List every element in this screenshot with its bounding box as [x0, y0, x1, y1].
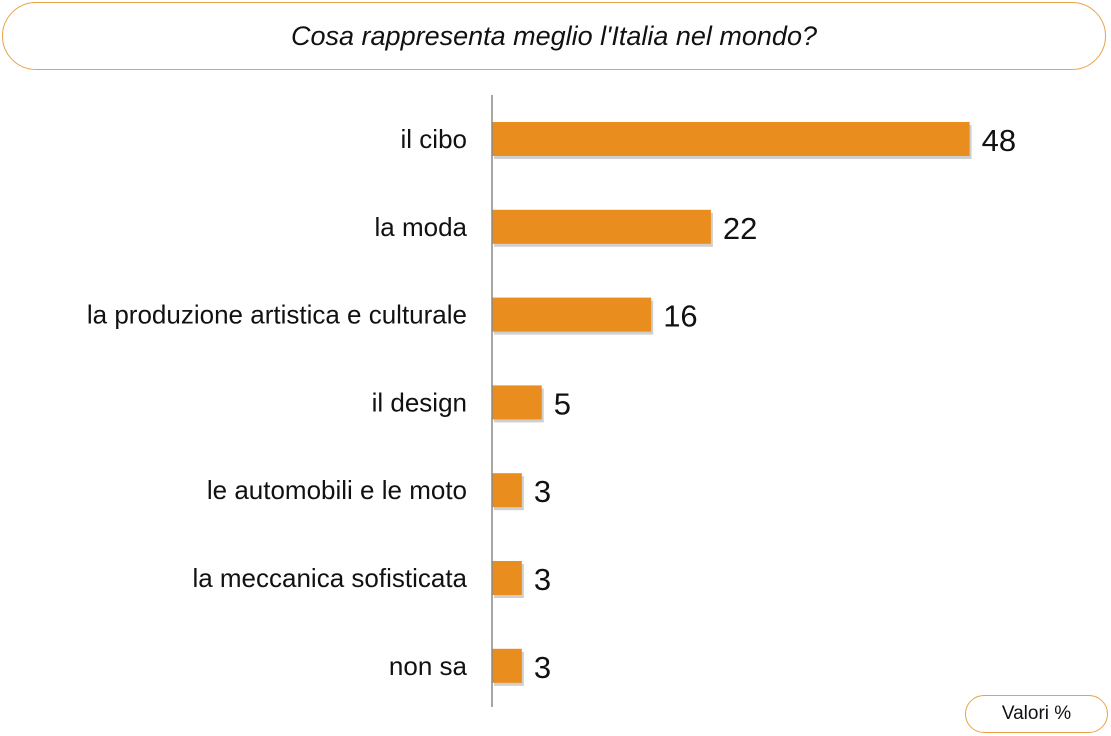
units-label: Valori %	[1001, 703, 1072, 724]
data-label: 3	[534, 562, 551, 597]
data-label: 22	[723, 211, 757, 246]
units-badge: Valori %	[965, 695, 1108, 733]
category-label: la moda	[375, 212, 468, 242]
bar	[492, 473, 522, 508]
category-label: la meccanica sofisticata	[192, 563, 467, 593]
data-label: 5	[554, 386, 571, 421]
chart-title: Cosa rappresenta meglio l'Italia nel mon…	[291, 20, 817, 51]
bar	[492, 297, 652, 332]
bar	[492, 648, 522, 683]
data-label: 16	[663, 299, 697, 334]
data-label: 3	[534, 650, 551, 685]
category-label: le automobili e le moto	[207, 475, 467, 505]
data-label: 48	[982, 123, 1016, 158]
category-label: il design	[372, 387, 467, 417]
bar	[492, 122, 970, 156]
category-label: non sa	[389, 651, 468, 681]
bar	[492, 561, 522, 595]
category-label: la produzione artistica e culturale	[87, 300, 467, 330]
bar	[492, 385, 542, 420]
category-label: il cibo	[401, 124, 467, 154]
bar	[492, 209, 711, 244]
chart-title-box: Cosa rappresenta meglio l'Italia nel mon…	[2, 2, 1106, 70]
data-label: 3	[534, 474, 551, 509]
